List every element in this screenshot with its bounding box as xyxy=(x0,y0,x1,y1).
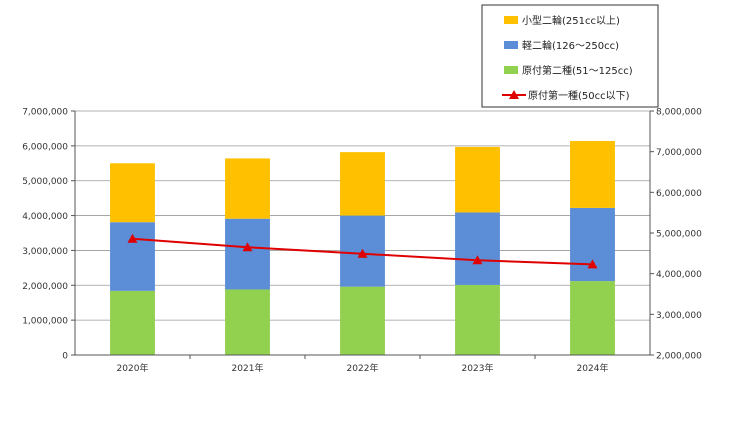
left-tick-label: 3,000,000 xyxy=(22,247,68,257)
x-tick-label: 2020年 xyxy=(117,362,149,374)
bar xyxy=(340,286,385,355)
right-tick-label: 2,000,000 xyxy=(656,352,702,362)
bar xyxy=(455,146,500,213)
bar xyxy=(570,281,615,355)
line-series xyxy=(127,233,598,269)
left-tick-label: 0 xyxy=(62,352,68,362)
axes: 0 1,000,000 2,000,000 3,000,000 4,000,000 5,0… xyxy=(22,108,702,375)
bar xyxy=(455,212,500,285)
legend-marker-swatch xyxy=(509,90,519,99)
x-tick-label: 2024年 xyxy=(577,362,609,374)
legend-swatch xyxy=(504,41,518,49)
bar xyxy=(570,207,615,282)
bar xyxy=(340,152,385,216)
left-tick-label: 5,000,000 xyxy=(22,177,68,187)
left-tick-label: 6,000,000 xyxy=(22,142,68,152)
right-tick-label: 7,000,000 xyxy=(656,148,702,158)
x-tick-label: 2021年 xyxy=(232,362,264,374)
bar xyxy=(110,290,155,355)
line-point xyxy=(127,233,138,243)
left-tick-label: 2,000,000 xyxy=(22,282,68,292)
x-tick-label: 2022年 xyxy=(347,362,379,374)
right-tick-label: 3,000,000 xyxy=(656,311,702,321)
line-point xyxy=(587,259,598,269)
bar xyxy=(110,163,155,223)
right-tick-label: 8,000,000 xyxy=(656,108,702,118)
legend: 小型二輪(251cc以上) 軽二輪(126～250cc) 原付第二種(51～125c… xyxy=(481,4,659,108)
right-tick-label: 6,000,000 xyxy=(656,189,702,199)
legend-label: 小型二輪(251cc以上) xyxy=(522,14,620,27)
right-tick-label: 4,000,000 xyxy=(656,270,702,280)
line-point xyxy=(242,242,253,252)
bar xyxy=(225,218,270,290)
bar xyxy=(225,289,270,355)
line-point xyxy=(472,255,483,265)
legend-label: 原付第二種(51～125cc) xyxy=(522,64,633,77)
right-tick-label: 5,000,000 xyxy=(656,230,702,240)
legend-swatch xyxy=(504,66,518,74)
bar xyxy=(225,158,270,219)
bar xyxy=(110,222,155,291)
legend-label: 原付第一種(50cc以下) xyxy=(528,89,630,102)
legend-label: 軽二輪(126～250cc) xyxy=(522,39,619,52)
line-point xyxy=(357,248,368,258)
x-tick-label: 2023年 xyxy=(462,362,494,374)
bars xyxy=(110,140,615,355)
legend-swatch xyxy=(504,16,518,24)
left-tick-label: 4,000,000 xyxy=(22,212,68,222)
bar xyxy=(570,140,615,208)
left-tick-label: 7,000,000 xyxy=(22,108,68,118)
left-tick-label: 1,000,000 xyxy=(22,317,68,327)
bar xyxy=(455,284,500,355)
